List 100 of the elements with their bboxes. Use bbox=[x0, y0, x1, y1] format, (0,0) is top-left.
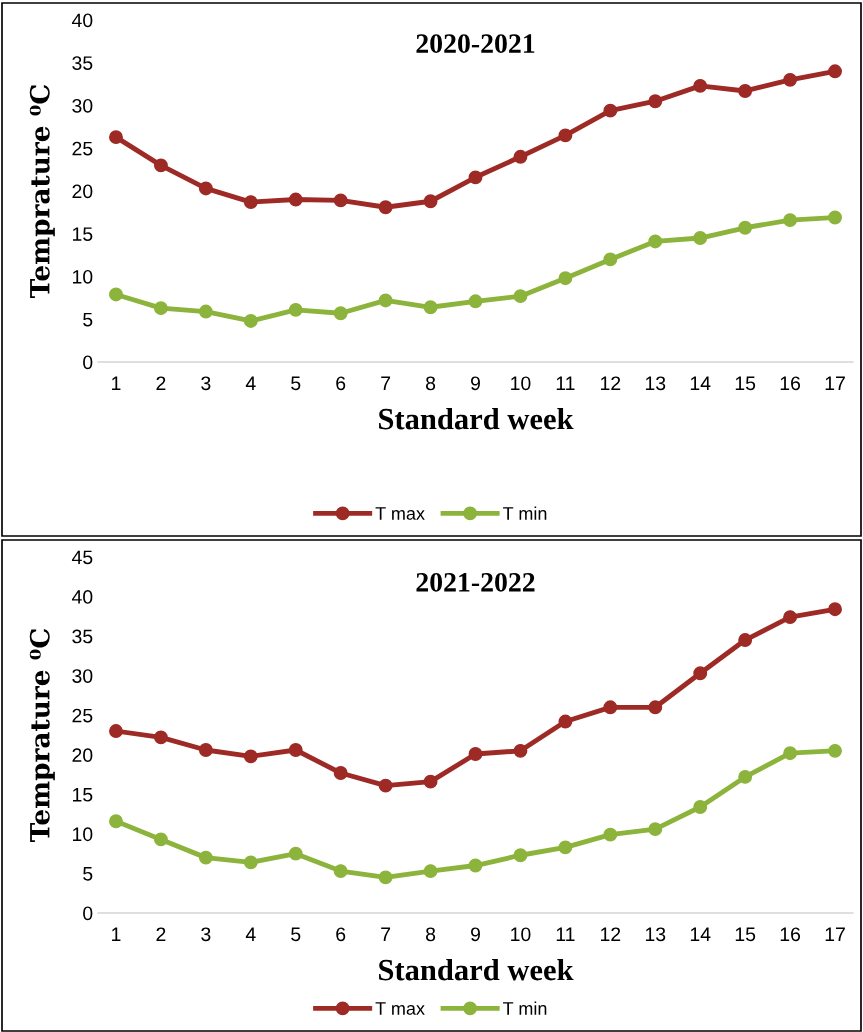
y-tick-label: 15 bbox=[73, 227, 93, 241]
point bbox=[243, 749, 258, 764]
legend-label: T max bbox=[375, 507, 425, 520]
point bbox=[378, 870, 393, 885]
x-tick-label: 13 bbox=[645, 376, 666, 391]
legend-label: T max bbox=[375, 1002, 425, 1015]
x-tick-label: 12 bbox=[600, 927, 621, 941]
y-tick-label: 0 bbox=[83, 906, 93, 921]
x-tick-label: 2 bbox=[156, 927, 166, 941]
point bbox=[468, 747, 483, 761]
x-tick-label: 9 bbox=[471, 927, 480, 942]
y-tick-label: 40 bbox=[71, 590, 93, 604]
y-axis-title: Temprature ⁰C bbox=[29, 85, 55, 298]
y-tick-label: 30 bbox=[72, 669, 93, 683]
point bbox=[198, 743, 213, 757]
x-tick-label: 11 bbox=[556, 376, 575, 390]
point bbox=[648, 700, 663, 715]
point bbox=[513, 289, 528, 304]
point bbox=[333, 193, 348, 208]
x-tick-label: 1 bbox=[112, 927, 121, 941]
point bbox=[288, 192, 303, 207]
y-tick-label: 40 bbox=[71, 13, 93, 28]
point bbox=[468, 170, 483, 185]
point bbox=[423, 864, 438, 879]
x-tick-label: 1 bbox=[112, 376, 121, 390]
point bbox=[333, 864, 348, 879]
y-tick-label: 35 bbox=[72, 56, 93, 70]
x-tick-label: 11 bbox=[556, 927, 575, 941]
x-axis-title: Standard week bbox=[379, 407, 574, 430]
x-tick-label: 17 bbox=[825, 927, 845, 941]
x-tick-label: 6 bbox=[336, 376, 346, 391]
point bbox=[828, 602, 842, 617]
point bbox=[828, 210, 842, 225]
point bbox=[693, 78, 708, 93]
x-tick-label: 5 bbox=[291, 376, 301, 391]
point bbox=[693, 231, 708, 245]
point bbox=[738, 769, 753, 784]
point bbox=[288, 302, 303, 317]
point bbox=[828, 743, 842, 758]
point bbox=[378, 293, 393, 308]
point bbox=[513, 149, 528, 164]
point bbox=[603, 252, 618, 267]
point bbox=[783, 213, 798, 228]
point bbox=[558, 714, 573, 729]
point bbox=[288, 743, 303, 757]
point bbox=[468, 858, 483, 873]
x-tick-label: 14 bbox=[690, 927, 711, 941]
point bbox=[243, 314, 258, 328]
point bbox=[693, 800, 708, 814]
x-tick-label: 4 bbox=[245, 376, 256, 390]
point bbox=[198, 181, 213, 196]
y-tick-label: 20 bbox=[72, 184, 93, 199]
x-tick-label: 17 bbox=[825, 376, 845, 390]
point bbox=[828, 64, 842, 79]
point bbox=[738, 633, 753, 648]
point bbox=[153, 301, 168, 316]
y-tick-label: 25 bbox=[72, 708, 93, 723]
x-tick-label: 13 bbox=[645, 927, 666, 942]
point bbox=[603, 700, 618, 715]
point bbox=[109, 724, 123, 738]
y-tick-label: 45 bbox=[71, 550, 93, 565]
x-tick-label: 12 bbox=[600, 376, 621, 390]
point bbox=[558, 128, 573, 143]
point bbox=[423, 774, 438, 789]
x-tick-label: 2 bbox=[156, 376, 166, 390]
x-tick-label: 14 bbox=[690, 376, 711, 390]
point bbox=[738, 220, 753, 235]
point bbox=[783, 72, 798, 87]
x-tick-label: 6 bbox=[336, 927, 346, 942]
y-tick-label: 15 bbox=[73, 788, 93, 802]
point bbox=[603, 103, 618, 118]
x-tick-label: 16 bbox=[780, 927, 801, 942]
point bbox=[198, 850, 213, 865]
point bbox=[243, 855, 258, 870]
y-tick-label: 30 bbox=[72, 98, 93, 113]
point bbox=[198, 304, 213, 319]
point bbox=[109, 814, 123, 829]
point bbox=[153, 158, 168, 173]
y-tick-label: 10 bbox=[73, 269, 93, 284]
point bbox=[648, 94, 663, 109]
point bbox=[783, 746, 798, 761]
point bbox=[109, 287, 123, 302]
x-tick-label: 7 bbox=[381, 376, 391, 390]
point bbox=[513, 743, 528, 758]
point bbox=[333, 766, 348, 780]
point bbox=[153, 730, 168, 745]
x-axis-title: Standard week bbox=[379, 958, 574, 981]
y-axis-title: Temprature ⁰C bbox=[29, 629, 55, 842]
x-tick-label: 10 bbox=[511, 927, 531, 942]
x-tick-label: 3 bbox=[201, 376, 211, 391]
point bbox=[378, 778, 393, 793]
point bbox=[693, 666, 708, 681]
y-tick-label: 35 bbox=[72, 629, 93, 644]
point bbox=[603, 827, 618, 842]
x-tick-label: 3 bbox=[201, 927, 211, 942]
x-tick-label: 7 bbox=[381, 927, 391, 941]
point bbox=[288, 846, 303, 861]
y-tick-label: 5 bbox=[83, 312, 93, 327]
y-tick-label: 5 bbox=[83, 867, 93, 881]
y-tick-label: 0 bbox=[83, 355, 93, 370]
